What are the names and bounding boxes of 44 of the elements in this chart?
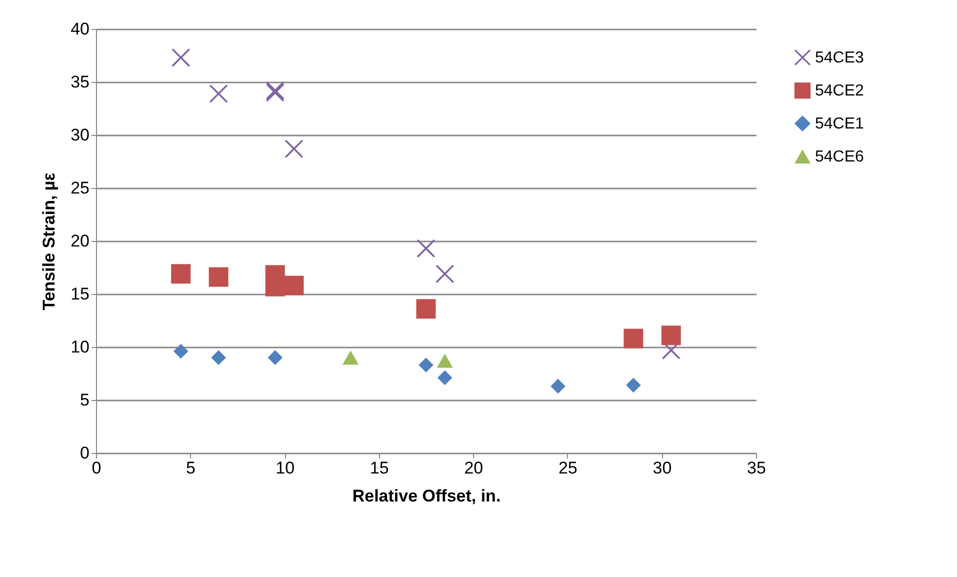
x-tick-label: 0 bbox=[92, 458, 102, 478]
x-tick-label: 25 bbox=[558, 458, 578, 478]
y-tick-label: 30 bbox=[70, 126, 90, 144]
legend-label: 54CE6 bbox=[815, 148, 864, 166]
x-tick-label: 35 bbox=[747, 458, 766, 478]
x-tick-label: 30 bbox=[652, 458, 672, 478]
point bbox=[209, 84, 228, 103]
point bbox=[172, 48, 190, 67]
point bbox=[437, 370, 452, 386]
x-tick-label: 10 bbox=[276, 458, 295, 478]
point bbox=[626, 378, 641, 393]
x-tick-label: 15 bbox=[370, 458, 389, 478]
point bbox=[171, 264, 191, 284]
point bbox=[436, 264, 454, 283]
y-tick-label: 15 bbox=[70, 284, 90, 304]
point bbox=[436, 354, 453, 368]
point bbox=[342, 350, 359, 365]
point bbox=[284, 276, 304, 296]
legend-label: 54CE2 bbox=[815, 82, 864, 100]
point bbox=[550, 378, 566, 394]
y-tick-label: 0 bbox=[80, 444, 90, 462]
y-tick-label: 10 bbox=[70, 338, 90, 356]
point bbox=[416, 239, 436, 258]
legend-label: 54CE3 bbox=[815, 50, 864, 66]
point bbox=[624, 328, 644, 348]
x-tick-label: 5 bbox=[186, 458, 196, 478]
y-tick-label: 5 bbox=[80, 390, 90, 410]
point bbox=[173, 344, 188, 359]
x-tick-label: 20 bbox=[464, 458, 484, 478]
x-axis-title: Relative Offset, in. bbox=[352, 486, 501, 506]
point bbox=[416, 299, 436, 319]
y-tick-label: 20 bbox=[70, 232, 90, 250]
point bbox=[418, 358, 434, 372]
y-tick-label: 40 bbox=[70, 20, 90, 38]
y-axis-title: Tensile Strain, µε bbox=[40, 172, 59, 310]
legend-label: 54CE1 bbox=[815, 116, 864, 132]
point bbox=[284, 140, 304, 158]
point bbox=[661, 326, 681, 346]
point bbox=[265, 276, 285, 296]
y-tick-label: 35 bbox=[70, 72, 90, 92]
point bbox=[211, 350, 226, 366]
y-tick-label: 25 bbox=[70, 178, 90, 198]
point bbox=[268, 350, 283, 366]
point bbox=[208, 267, 228, 287]
